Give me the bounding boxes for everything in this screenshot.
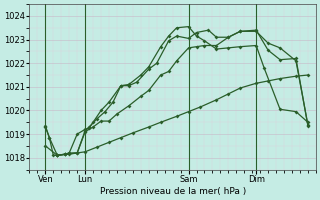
X-axis label: Pression niveau de la mer( hPa ): Pression niveau de la mer( hPa ) bbox=[100, 187, 246, 196]
